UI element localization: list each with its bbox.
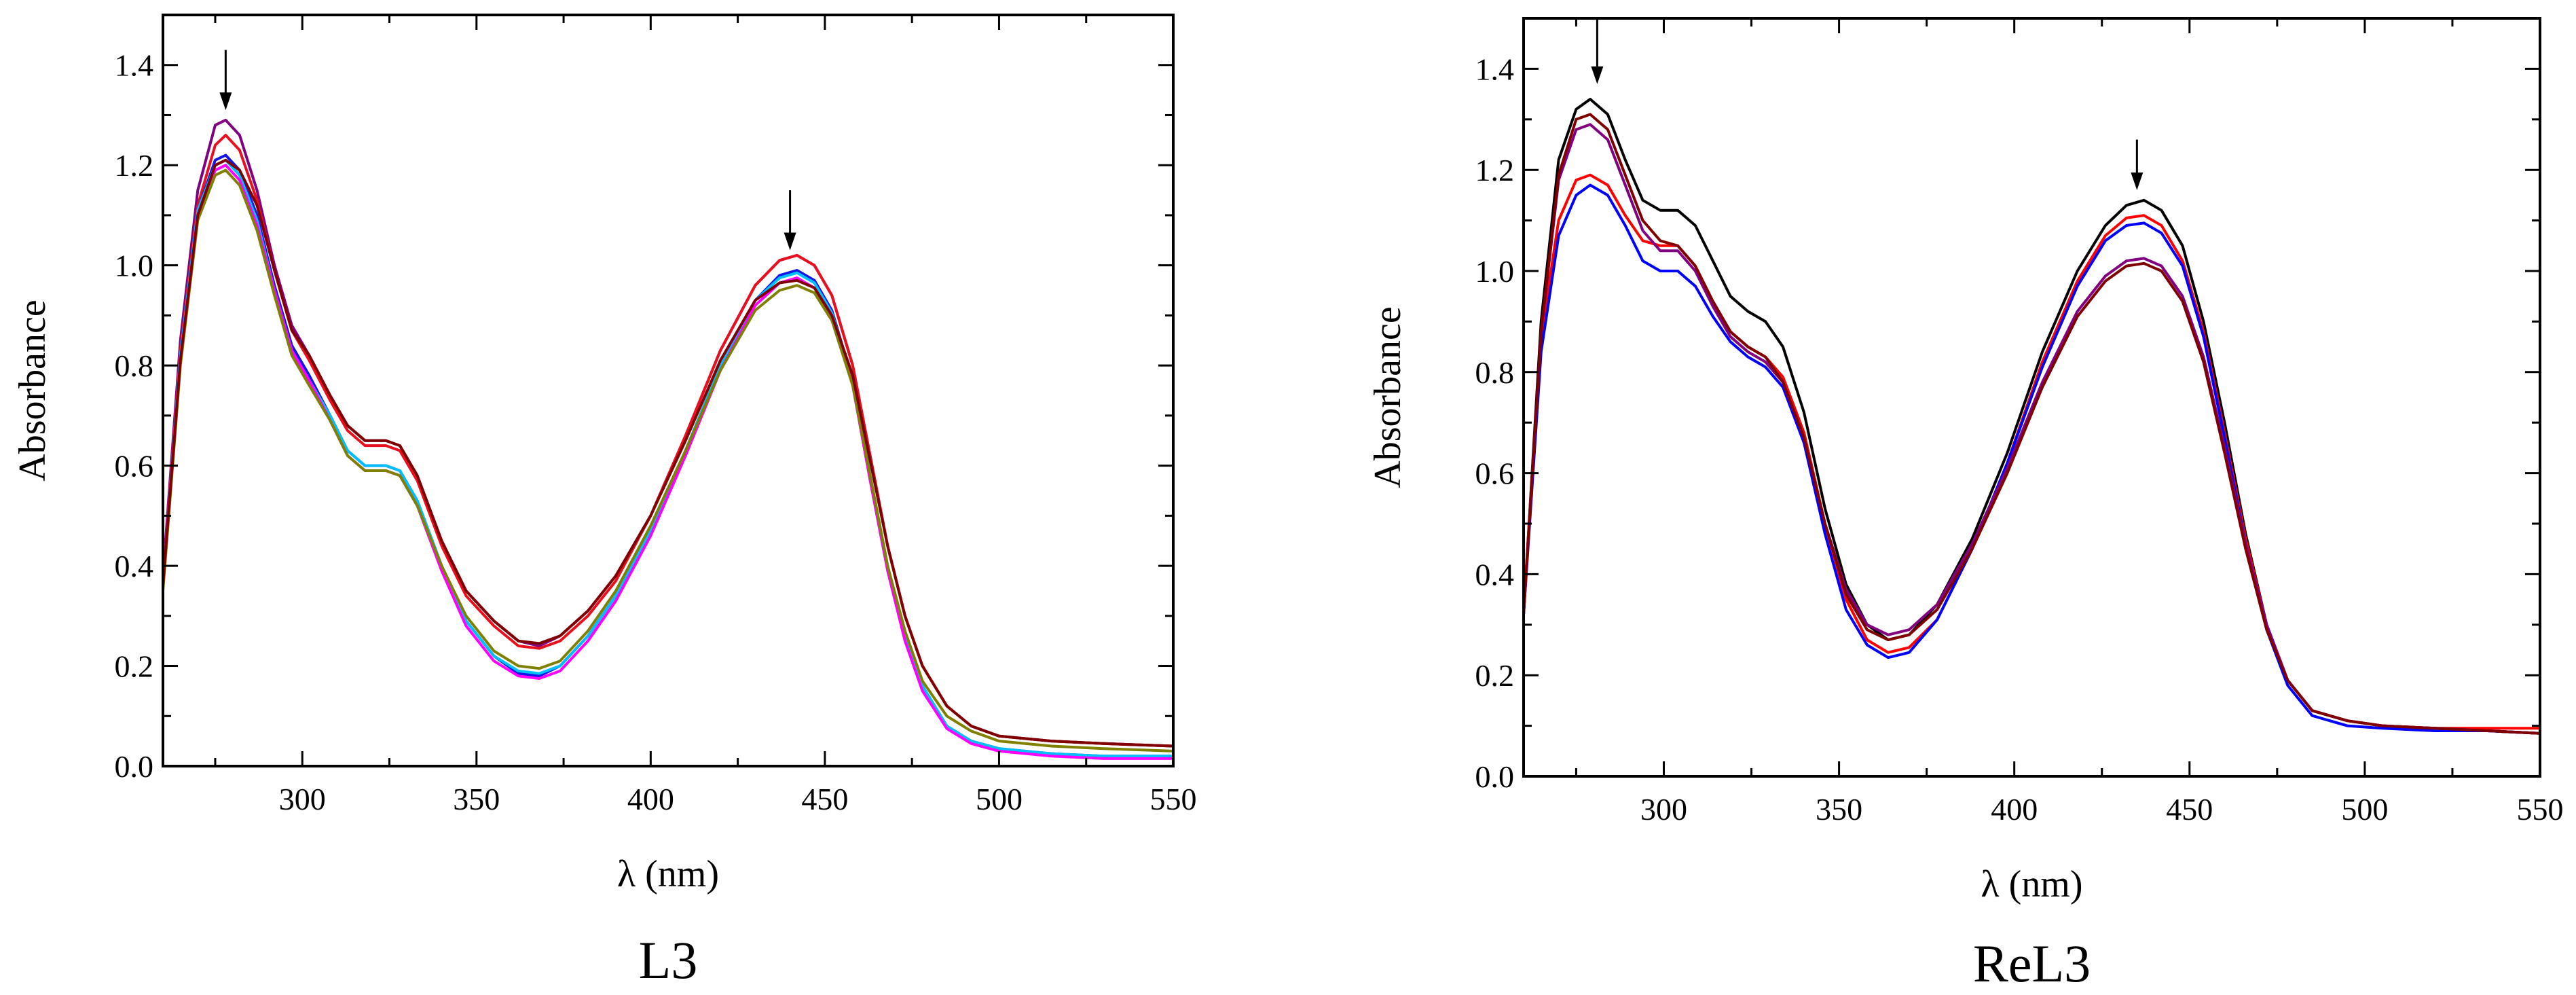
l3-plot-frame [162, 14, 1175, 767]
rel3-x-tick-label: 400 [1991, 792, 2038, 827]
rel3-x-tick-label: 500 [2341, 792, 2388, 827]
l3-caption: L3 [639, 930, 698, 990]
l3-x-tick-label: 450 [801, 782, 848, 816]
l3-x-axis-title: λ (nm) [617, 853, 719, 895]
rel3-y-tick-label: 0.0 [1475, 759, 1515, 794]
l3-y-axis-title: Absorbance [12, 300, 54, 481]
l3-x-tick-label: 500 [976, 782, 1023, 816]
rel3-y-axis-title: Absorbance [1367, 306, 1409, 488]
l3-series-line-5 [163, 164, 1173, 760]
rel3-x-tick-label: 450 [2166, 792, 2213, 827]
rel3-down-arrow-icon [2131, 139, 2143, 190]
rel3-y-tick-label: 0.4 [1475, 557, 1515, 592]
rel3-y-tick-label: 1.0 [1475, 254, 1515, 289]
rel3-series-group [1524, 98, 2540, 735]
rel3-series-line-5 [1524, 113, 2540, 735]
l3-y-tick-label: 1.4 [115, 48, 154, 83]
l3-series-group [163, 118, 1173, 760]
rel3-series-line-3 [1524, 183, 2540, 735]
l3-series-line-4 [163, 158, 1173, 758]
l3-y-tick-label: 0.8 [115, 348, 154, 383]
rel3-caption: ReL3 [1973, 934, 2091, 993]
rel3-y-tick-label: 1.2 [1475, 153, 1515, 187]
rel3-y-tick-label: 0.2 [1475, 658, 1515, 693]
l3-x-tick-label: 550 [1150, 782, 1197, 816]
rel3-x-axis-title: λ (nm) [1981, 863, 2082, 905]
l3-x-tick-label: 350 [453, 782, 500, 816]
rel3-x-tick-label: 300 [1640, 792, 1687, 827]
l3-y-tick-label: 1.0 [115, 249, 154, 283]
rel3-series-line-2 [1524, 173, 2540, 730]
rel3-y-tick-label: 1.4 [1475, 52, 1515, 86]
rel3-down-arrow-icon [1591, 18, 1604, 84]
l3-x-tick-label: 300 [279, 782, 326, 816]
l3-series-line-2 [163, 134, 1173, 748]
l3-y-tick-label: 0.4 [115, 549, 154, 583]
l3-series-line-1 [163, 118, 1173, 748]
rel3-series-line-4 [1524, 123, 2540, 735]
l3-series-line-7 [163, 158, 1173, 748]
l3-series-line-6 [163, 168, 1173, 753]
rel3-y-tick-label: 0.8 [1475, 355, 1515, 390]
l3-y-tick-label: 0.2 [115, 649, 154, 684]
chart-panel-l3: 300 350 400 450 500 550 0.0 0.2 0.4 0.6 0.8 1.0 1.2 1… [12, 14, 1197, 990]
l3-down-arrow-icon [219, 50, 232, 111]
l3-y-tick-label: 1.2 [115, 148, 154, 183]
l3-y-tick-label: 0.6 [115, 449, 154, 484]
l3-down-arrow-icon [784, 190, 796, 251]
l3-y-tick-label: 0.0 [115, 749, 154, 784]
l3-x-tick-label: 400 [627, 782, 674, 816]
chart-panel-rel3: 300 350 400 450 500 550 0.0 0.2 0.4 0.6 0.8 1.0 1.2 1… [1367, 17, 2564, 993]
rel3-x-tick-label: 550 [2517, 792, 2564, 827]
l3-series-line-3 [163, 153, 1173, 758]
rel3-x-tick-label: 350 [1816, 792, 1862, 827]
rel3-plot-frame [1522, 17, 2541, 778]
rel3-y-tick-label: 0.6 [1475, 456, 1515, 491]
